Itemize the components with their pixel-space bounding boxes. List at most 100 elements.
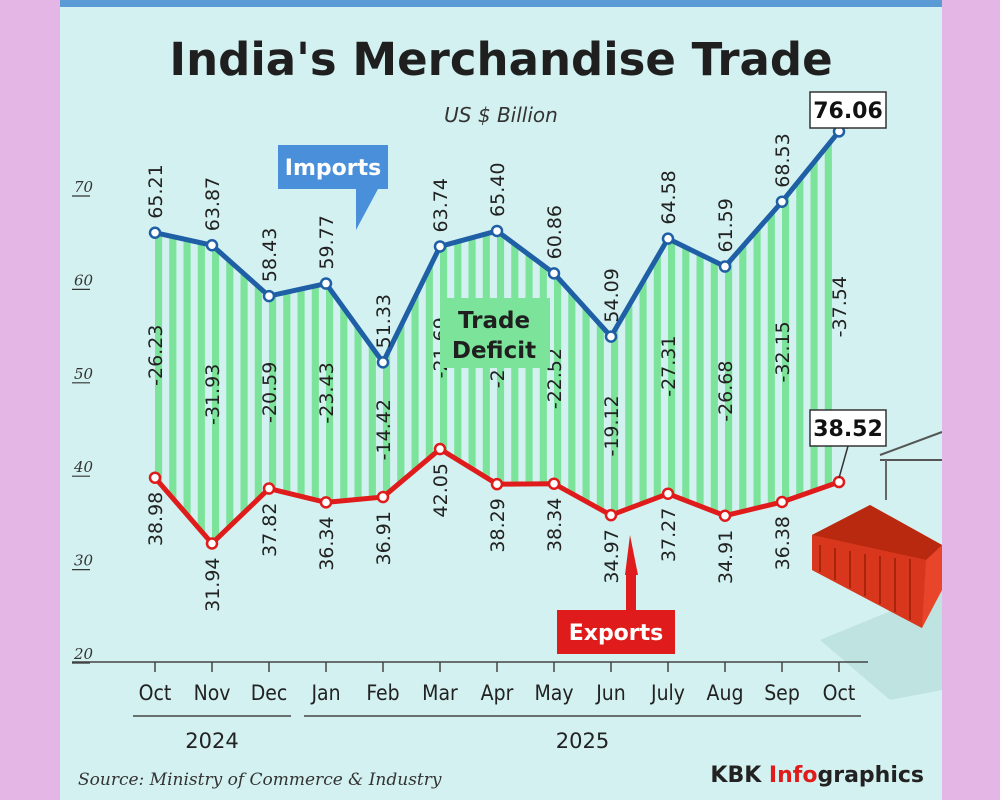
imports-value-label: 58.43 xyxy=(259,228,281,282)
deficit-value-label: -27.31 xyxy=(658,336,680,397)
exports-end-box xyxy=(809,409,887,447)
x-tick-label: Sep xyxy=(764,681,800,705)
deficit-stripe xyxy=(226,257,234,530)
year-label: 2025 xyxy=(556,729,609,753)
y-tick-label: 20 xyxy=(73,645,94,663)
imports-value-label: 61.59 xyxy=(715,198,737,252)
deficit-callout-box xyxy=(440,298,550,368)
exports-value-label: 36.38 xyxy=(772,516,794,570)
top-accent-bar xyxy=(60,0,942,7)
exports-value-label: 37.82 xyxy=(259,503,281,557)
chart-panel: 70 60 50 40 30 20 Oct Nov Dec Jan Feb Mar Apr May Jun J… xyxy=(60,0,942,800)
deficit-stripe xyxy=(269,294,277,491)
deficit-value-label: -37.54 xyxy=(829,276,851,337)
exports-callout-tail xyxy=(625,535,638,575)
shipping-container-icon xyxy=(812,431,942,700)
callouts: 76.06 38.52 Imports Exports Trade Deficit xyxy=(278,91,887,654)
exports-end-leader xyxy=(838,445,849,479)
imports-value-label: 63.87 xyxy=(202,177,224,231)
deficit-stripe xyxy=(411,289,419,474)
x-tick-label: Jun xyxy=(595,681,626,705)
deficit-stripe xyxy=(368,342,376,499)
imports-value-label: 65.40 xyxy=(487,163,509,217)
deficit-stripe xyxy=(240,270,248,517)
exports-point xyxy=(148,471,162,484)
deficit-stripe xyxy=(197,242,205,536)
series-lines xyxy=(148,125,846,550)
deficit-value-label: -19.12 xyxy=(601,395,623,456)
imports-value-label: 54.09 xyxy=(601,268,623,322)
imports-value-label: 63.74 xyxy=(430,178,452,232)
deficit-stripe xyxy=(682,245,690,502)
imports-callout-tail xyxy=(356,189,378,230)
deficit-stripe xyxy=(668,238,676,497)
imports-point xyxy=(490,224,504,238)
brand-logo: KBK Infographics xyxy=(710,763,924,788)
chart-subtitle: US $ Billion xyxy=(444,103,558,127)
deficit-value-label: -31.93 xyxy=(202,364,224,425)
imports-point xyxy=(262,289,276,303)
exports-point xyxy=(547,477,561,490)
imports-value-label: 51.33 xyxy=(373,294,395,348)
exports-value-label: 31.94 xyxy=(202,557,224,611)
imports-callout-label: Imports xyxy=(285,156,381,181)
deficit-value-label: -26.23 xyxy=(145,325,167,386)
imports-point xyxy=(205,239,219,252)
deficit-stripe xyxy=(810,157,818,493)
deficit-value-label: -32.15 xyxy=(772,321,794,382)
value-labels: 65.21 38.98 -26.23 63.87 31.94 -31.93 58.43 37.… xyxy=(145,133,851,612)
deficit-stripe xyxy=(782,192,790,503)
source-note: Source: Ministry of Commerce & Industry xyxy=(78,770,442,790)
x-tick-label: Mar xyxy=(422,681,458,705)
deficit-stripe xyxy=(169,235,177,503)
deficit-stripe xyxy=(796,175,804,498)
deficit-value-label: -26.68 xyxy=(715,361,737,422)
exports-value-label: 36.91 xyxy=(373,511,395,565)
exports-point xyxy=(262,482,276,495)
deficit-value-label: -23.43 xyxy=(316,362,338,423)
year-label: 2024 xyxy=(185,729,238,753)
y-tick-label: 70 xyxy=(74,178,94,196)
x-tick-label: Aug xyxy=(707,681,744,705)
trade-chart: 70 60 50 40 30 20 Oct Nov Dec Jan Feb Mar Apr May Jun J… xyxy=(72,33,942,790)
imports-callout-box xyxy=(278,145,388,189)
deficit-stripe xyxy=(753,226,761,509)
exports-point xyxy=(775,495,789,509)
exports-point xyxy=(718,509,732,522)
x-tick-label: Oct xyxy=(139,681,172,705)
imports-value-label: 68.53 xyxy=(772,133,794,187)
exports-point xyxy=(490,477,504,491)
deficit-stripe xyxy=(212,245,220,544)
exports-point xyxy=(832,475,846,489)
axes: 70 60 50 40 30 20 Oct Nov Dec Jan Feb Mar Apr May Jun J… xyxy=(72,178,868,753)
x-tick-label: May xyxy=(534,681,573,705)
deficit-stripe xyxy=(554,273,562,488)
exports-value-label: 38.29 xyxy=(487,498,509,552)
x-tick-label: July xyxy=(650,681,685,705)
deficit-stripe xyxy=(767,209,775,506)
imports-value-label: 65.21 xyxy=(145,164,167,218)
exports-value-label: 37.27 xyxy=(658,508,680,562)
exports-point xyxy=(376,490,390,504)
x-tick-label: Dec xyxy=(251,681,288,705)
imports-point xyxy=(775,195,789,208)
deficit-stripe xyxy=(611,324,619,516)
exports-value-label: 38.34 xyxy=(544,498,566,552)
deficit-stripe xyxy=(525,252,533,484)
imports-value-label: 60.86 xyxy=(544,205,566,259)
deficit-stripe xyxy=(824,140,832,488)
imports-point xyxy=(661,232,675,245)
chart-title: India's Merchandise Trade xyxy=(169,33,832,86)
exports-value-label: 34.91 xyxy=(715,530,737,584)
x-tick-label: Feb xyxy=(366,681,399,705)
deficit-stripe xyxy=(155,232,163,486)
exports-end-value: 38.52 xyxy=(813,417,883,442)
x-tick-label: Nov xyxy=(194,681,231,705)
y-tick-label: 30 xyxy=(74,552,94,570)
deficit-value-label: -14.42 xyxy=(373,399,395,460)
x-tick-label: Apr xyxy=(481,681,514,705)
exports-point xyxy=(433,442,447,456)
imports-point xyxy=(547,267,561,280)
imports-point xyxy=(718,260,732,273)
exports-point xyxy=(604,508,618,522)
